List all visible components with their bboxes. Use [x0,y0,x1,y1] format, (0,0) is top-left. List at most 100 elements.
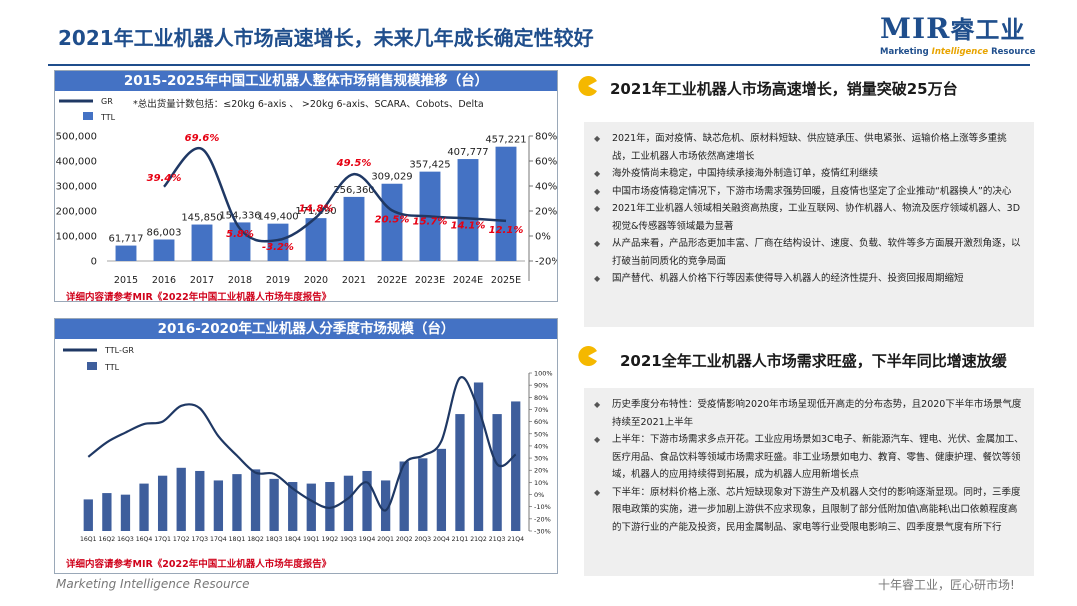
logo-main-text: MIR [880,12,951,45]
section1-bullet: 中国市场疫情稳定情况下，下游市场需求强势回暖，且疫情也坚定了企业推动“机器换人”… [594,183,1024,201]
logo-main: MIR睿工业 [880,14,1030,45]
x-tick-label: 2024E [453,275,483,286]
y-right-tick-label: 0% [535,232,551,243]
x-tick-label: 20Q3 [414,536,431,543]
y-left-tick-label: 0 [91,257,97,268]
ttl-bar [511,401,521,531]
legend-ttl-swatch [83,112,93,120]
y-left-tick-label: 200,000 [56,207,97,218]
logo-cn-text: 睿工业 [950,16,1026,44]
y-right-tick-label: 50% [534,430,548,438]
y-right-tick-label: 0% [534,491,544,499]
y-right-tick-label: 60% [535,157,557,168]
gr-data-label: 20.5% [375,214,410,225]
ttl-bar [191,224,213,261]
ttl-bar [473,382,484,531]
legend-gr-label: GR [101,97,113,106]
x-tick-label: 18Q2 [247,536,264,543]
x-tick-label: 20Q2 [396,536,413,543]
x-tick-label: 19Q1 [303,536,320,543]
ttl-bar [325,482,335,531]
x-tick-label: 21Q3 [489,536,506,543]
x-tick-label: 17Q3 [191,536,208,543]
y-left-tick-label: 100,000 [56,232,97,243]
ttl-bar [457,159,479,261]
ttl-bar [269,478,279,531]
legend-ttlgr-label: TTL-GR [104,346,134,355]
x-tick-label: 2021 [342,275,366,286]
y-right-tick-label: 100% [534,370,553,378]
ttl-bar-label: 154,336 [219,210,260,221]
logo-sub: Marketing Intelligence Resource [880,47,1035,57]
ttlgr-line [87,376,517,512]
ttl-bar [418,458,428,531]
ttl-bar [380,480,391,531]
legend-ttl-swatch [87,362,97,370]
x-tick-label: 2022E [377,275,407,286]
section1-bullet: 2021年工业机器人领域相关融资高热度，工业互联网、协作机器人、物流及医疗领域机… [594,200,1024,235]
x-tick-label: 16Q2 [99,536,116,543]
section1-box: 2021年，面对疫情、缺芯危机、原材料短缺、供应链承压、供电紧张、运输价格上涨等… [584,122,1034,327]
ttl-bar [455,414,465,531]
x-tick-label: 2015 [114,275,138,286]
y-right-tick-label: 70% [534,406,548,414]
ttl-bar-label: 171,490 [295,206,336,217]
legend-ttl-label: TTL [104,363,120,372]
ttl-bar [436,448,447,531]
section1-title: 2021年工业机器人市场高速增长，销量突破25万台 [610,80,958,98]
ttl-bar [288,482,298,531]
ttl-bar-label: 149,400 [257,212,298,223]
ttl-bar [213,480,224,531]
ttl-bar [153,239,175,261]
x-tick-label: 16Q1 [80,536,97,543]
quarterly-chart-note: 详细内容请参考MIR《2022年中国工业机器人市场年度报告》 [66,559,332,570]
gr-data-label: 15.7% [413,216,448,227]
x-tick-label: 17Q1 [154,536,171,543]
ttl-bar [381,183,403,261]
gr-data-label: 14.1% [451,220,486,231]
y-left-tick-label: 500,000 [56,132,97,143]
footer-right: 十年睿工业，匠心研市场! [878,578,1015,592]
ttl-bar [343,475,354,531]
legend-ttl-label: TTL [100,113,116,122]
x-tick-label: 18Q4 [284,536,301,543]
y-right-tick-label: 10% [534,479,548,487]
ttl-bar [305,218,327,261]
ttl-bar [139,483,149,531]
y-right-tick-label: 40% [535,182,557,193]
y-right-tick-label: 20% [534,467,548,475]
ttl-bar [83,499,93,531]
section1-bullet: 从产品来看，产品形态更加丰富、厂商在结构设计、速度、负载、软件等多方面展开激烈角… [594,235,1024,270]
x-tick-label: 2020 [304,275,328,286]
logo-sub-c: Resource [988,47,1036,57]
gr-data-label: 39.4% [147,173,182,184]
x-tick-label: 17Q4 [210,536,227,543]
mir-logo: MIR睿工业 Marketing Intelligence Resource [880,14,1035,62]
y-right-tick-label: 80% [534,394,548,402]
x-tick-label: 18Q1 [229,536,246,543]
section2-bullet: 下半年：原材料价格上涨、芯片短缺现象对下游生产及机器人交付的影响逐渐显现。同时，… [594,484,1024,537]
y-left-tick-label: 300,000 [56,182,97,193]
y-right-tick-label: -30% [534,528,551,536]
ttl-bar [102,493,112,531]
quarterly-chart-title: 2016-2020年工业机器人分季度市场规模（台） [55,319,557,339]
x-tick-label: 2018 [228,275,252,286]
x-tick-label: 21Q4 [507,536,524,543]
annual-chart-svg: GR TTL *总出货量计数包括：≤20kg 6-axis 、 >20kg 6-ax… [56,97,557,286]
annual-chart-subtitle: *总出货量计数包括：≤20kg 6-axis 、 >20kg 6-axis、SC… [133,98,484,110]
x-tick-label: 21Q2 [470,536,487,543]
ttl-bar-label: 407,777 [447,147,488,158]
x-tick-label: 16Q3 [117,536,134,543]
x-tick-label: 2023E [415,275,445,286]
annual-chart-note: 详细内容请参考MIR《2022年中国工业机器人市场年度报告》 [66,292,332,303]
gr-line [163,147,507,243]
page-title: 2021年工业机器人市场高速增长，未来几年成长确定性较好 [58,26,594,50]
gr-data-label: 49.5% [336,158,372,169]
ttl-bar [157,475,168,531]
x-tick-label: 2019 [266,275,290,286]
ttl-bar [492,414,502,531]
ttl-bar [362,470,372,531]
ttl-bar-label: 256,360 [333,185,374,196]
x-tick-label: 18Q3 [266,536,283,543]
